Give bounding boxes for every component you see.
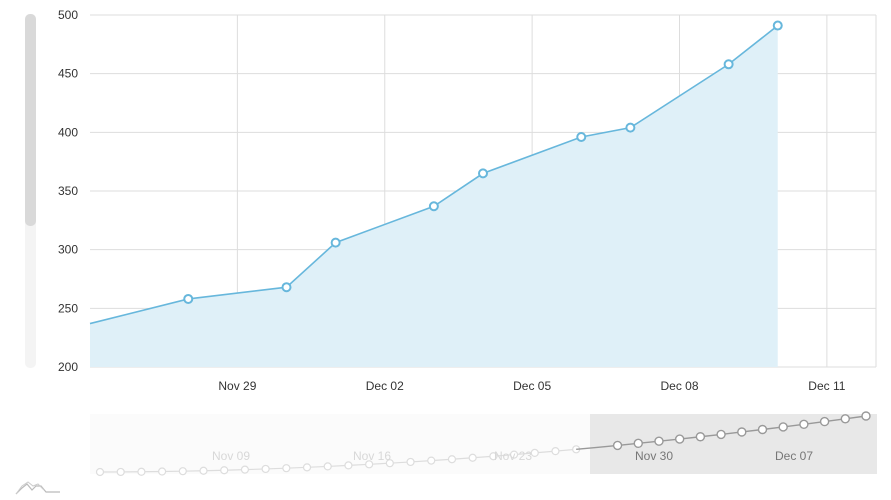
series-line	[89, 24, 779, 325]
x-tick-label: Dec 05	[513, 379, 551, 393]
navigator-tick-label: Nov 16	[353, 449, 391, 463]
y-tick-label: 300	[58, 243, 78, 257]
navigator-series	[95, 411, 871, 477]
navigator-tick-label: Nov 30	[635, 449, 673, 463]
navigator-point	[778, 422, 788, 432]
data-point	[478, 168, 488, 179]
y-tick-label: 250	[58, 301, 78, 315]
navigator-faded-point	[137, 467, 146, 476]
y-tick-label: 350	[58, 184, 78, 198]
navigator-point	[819, 416, 830, 427]
data-point	[330, 237, 341, 248]
navigator-faded-point	[323, 462, 332, 471]
y-tick-label: 400	[58, 125, 78, 139]
navigator-faded-point	[447, 455, 457, 464]
navigator-tick-label: Nov 09	[212, 449, 250, 463]
data-point	[183, 293, 194, 304]
navigator-faded-point	[427, 456, 436, 465]
data-point	[772, 20, 783, 31]
vertical-scrollbar-thumb[interactable]	[25, 14, 36, 226]
navigator-faded-point	[344, 461, 353, 470]
navigator-point	[612, 440, 623, 451]
navigator-faded-point	[220, 466, 229, 475]
navigator[interactable]: Nov 09 Nov 16 Nov 23 Nov 30 Dec 07	[90, 411, 877, 477]
navigator-faded-point	[489, 452, 498, 461]
plot-area: 200 250 300 350 400 450 500 Nov 29 Dec 02 Dec 05…	[58, 8, 877, 393]
navigator-point	[737, 427, 747, 437]
mini-chart-icon[interactable]	[15, 481, 60, 495]
navigator-faded-point	[551, 447, 560, 456]
x-tick-label: Dec 11	[808, 379, 845, 393]
data-point	[428, 201, 439, 212]
navigator-point	[633, 438, 643, 449]
navigator-faded-point	[509, 450, 519, 459]
data-point	[281, 282, 292, 293]
navigator-faded-point	[468, 453, 477, 462]
navigator-faded-point	[302, 463, 312, 472]
navigator-faded-point	[261, 464, 270, 474]
navigator-faded-point	[116, 467, 125, 477]
data-point	[723, 59, 734, 70]
navigator-faded-point	[178, 467, 187, 476]
y-tick-label: 450	[58, 67, 78, 81]
navigator-tick-label: Dec 07	[775, 449, 813, 463]
navigator-point	[654, 436, 664, 446]
y-axis: 200 250 300 350 400 450 500	[58, 8, 78, 374]
data-point	[625, 122, 636, 133]
vertical-scrollbar[interactable]	[25, 14, 36, 368]
data-point	[576, 132, 587, 143]
navigator-faded-point	[282, 464, 291, 473]
navigator-faded-point	[385, 459, 394, 468]
y-tick-label: 500	[58, 8, 78, 22]
series	[89, 20, 783, 368]
navigator-x-axis: Nov 09 Nov 16 Nov 23 Nov 30 Dec 07	[212, 449, 813, 463]
navigator-faded-point	[199, 466, 208, 475]
navigator-faded-point	[240, 465, 250, 474]
navigator-tick-label: Nov 23	[494, 449, 532, 463]
navigator-faded-point	[95, 467, 105, 477]
navigator-point	[840, 414, 850, 424]
navigator-faded-point	[365, 460, 374, 469]
series-area	[90, 25, 778, 368]
navigator-faded-point	[530, 448, 539, 458]
navigator-point	[716, 429, 726, 440]
x-tick-label: Dec 08	[660, 379, 698, 393]
navigator-point	[799, 419, 809, 430]
y-tick-label: 200	[58, 360, 78, 374]
x-axis: Nov 29 Dec 02 Dec 05 Dec 08 Dec 11	[218, 379, 845, 393]
navigator-faded-point	[406, 457, 415, 467]
navigator-point	[861, 411, 871, 421]
navigator-point	[695, 432, 706, 442]
navigator-faded-point	[158, 467, 167, 476]
x-tick-label: Dec 02	[366, 379, 404, 393]
navigator-point	[757, 424, 768, 435]
navigator-point	[674, 434, 685, 444]
x-tick-label: Nov 29	[218, 379, 256, 393]
